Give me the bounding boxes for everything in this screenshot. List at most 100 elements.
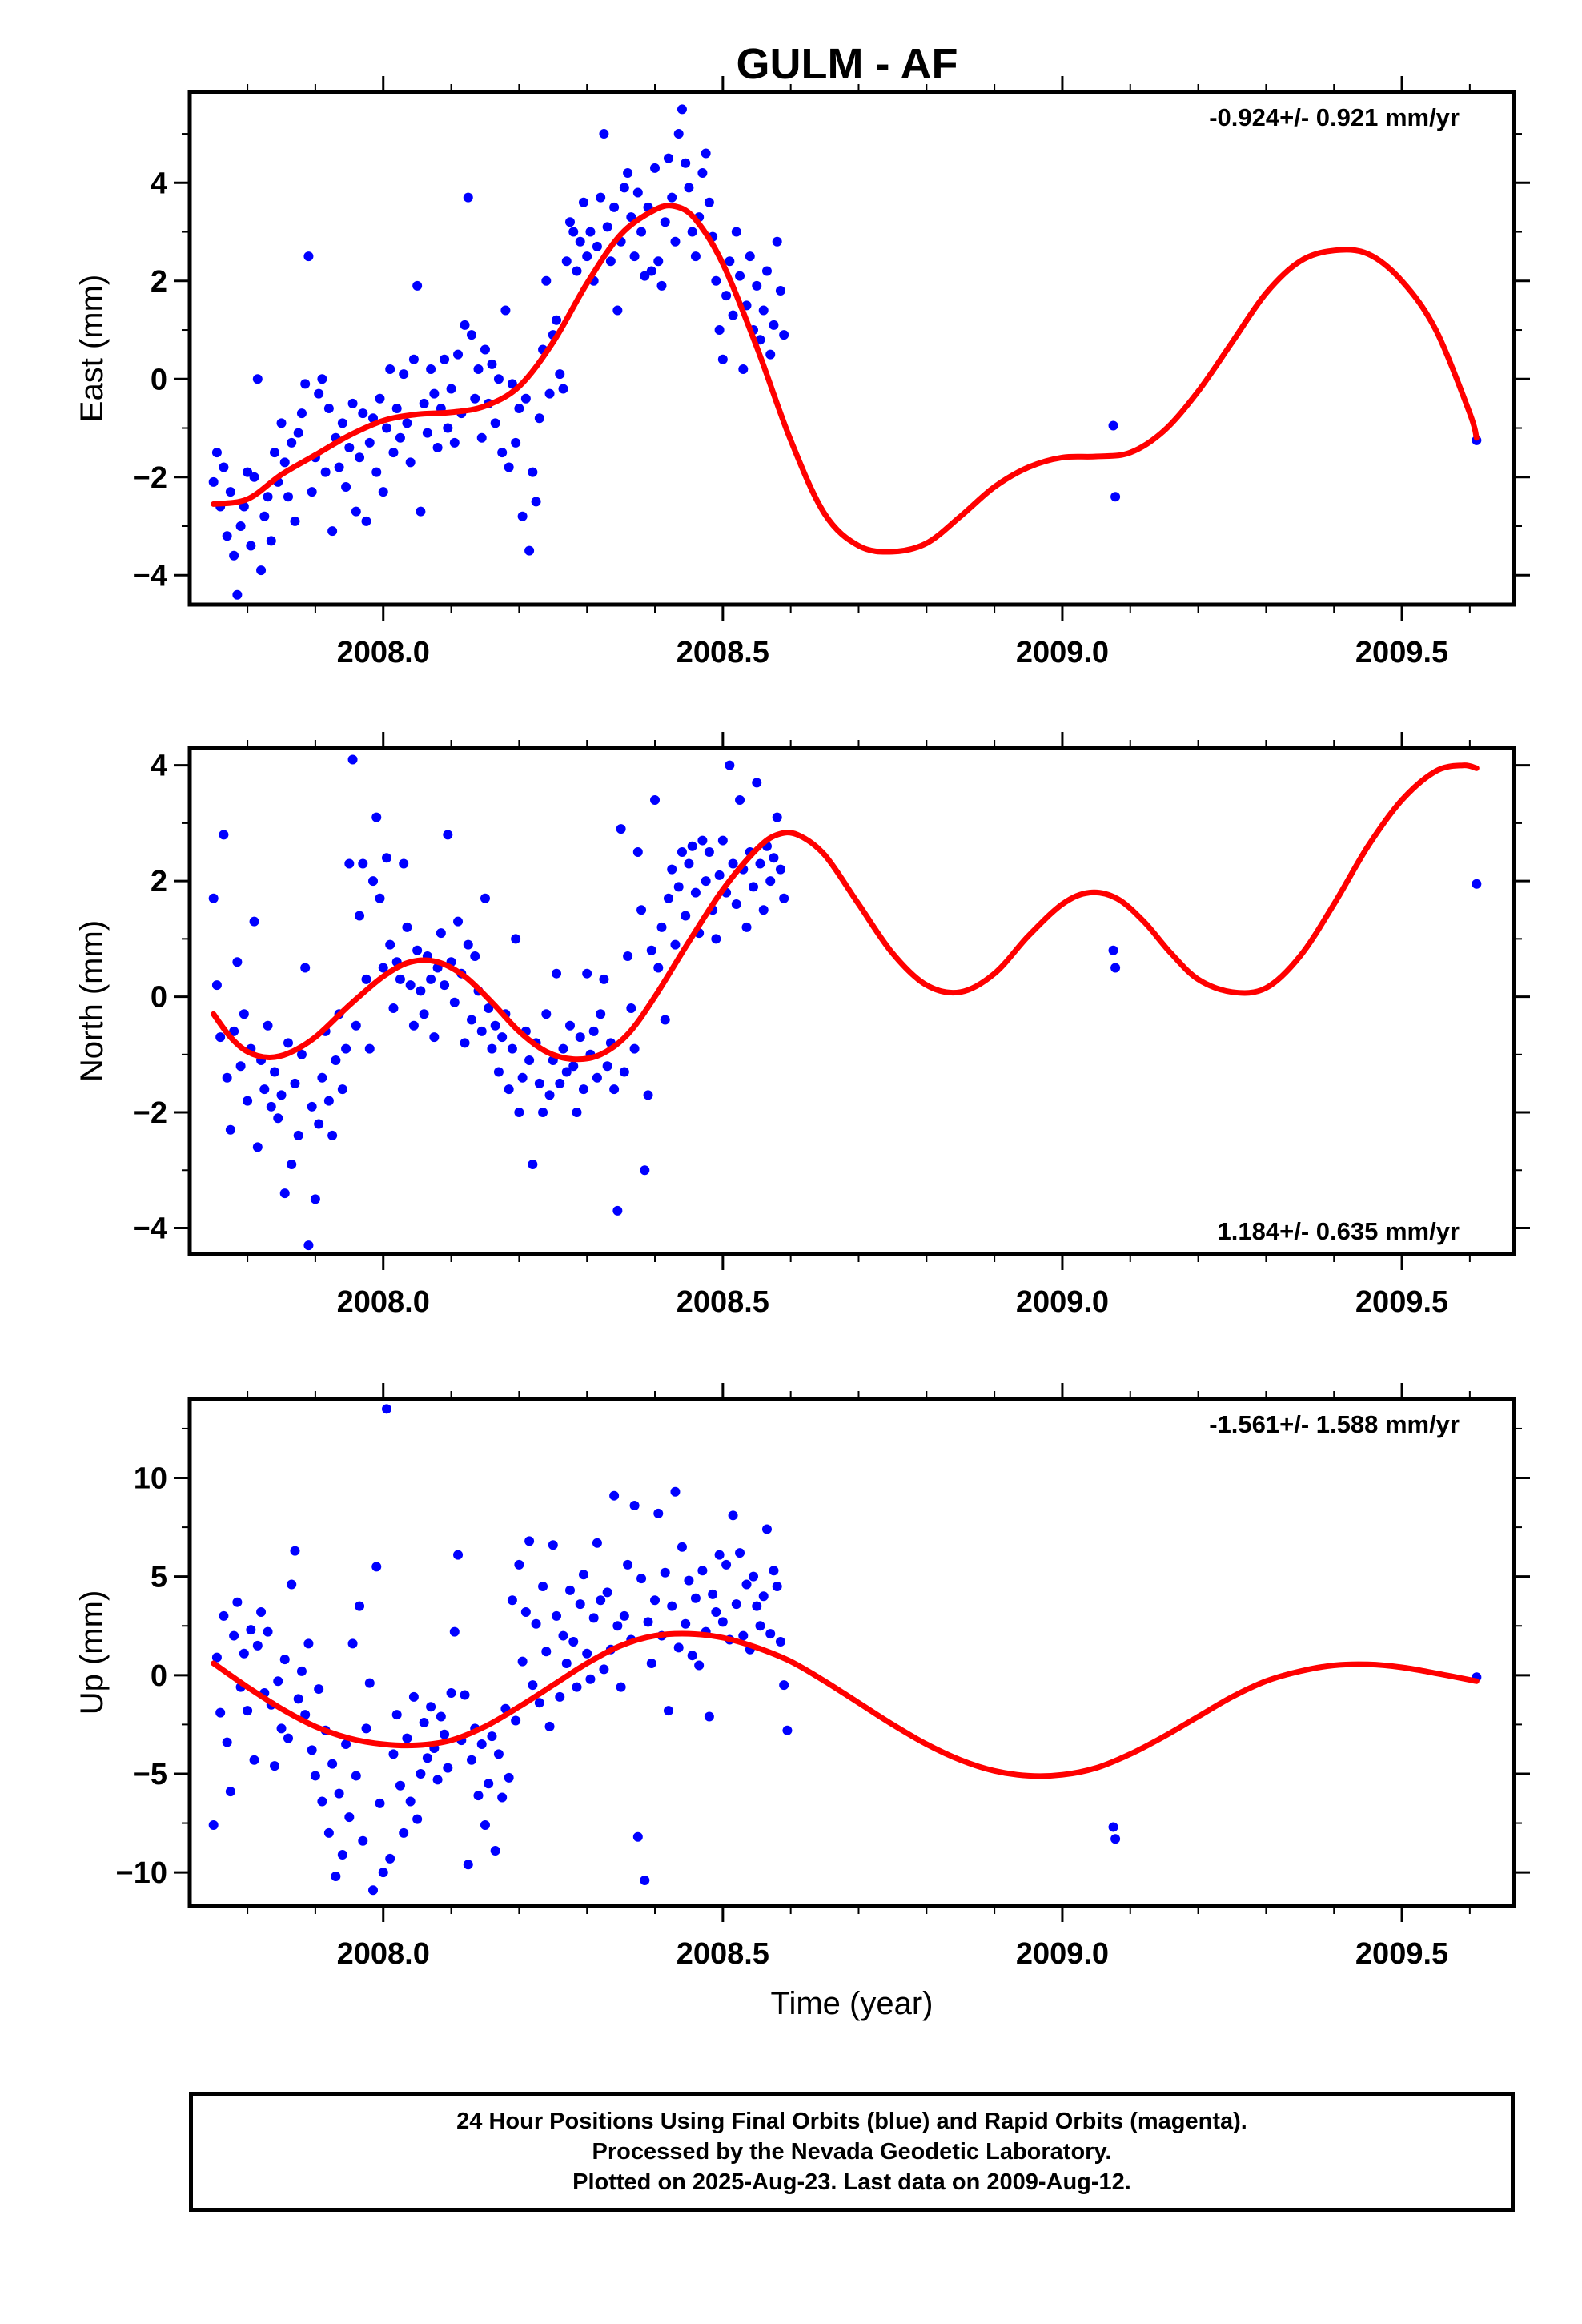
data-point [572, 266, 582, 276]
data-point [714, 1550, 725, 1560]
data-point [528, 467, 538, 477]
data-point [626, 1003, 636, 1014]
data-point [273, 1113, 283, 1124]
data-point [317, 1072, 327, 1083]
data-point [385, 939, 396, 950]
data-point [735, 1548, 745, 1558]
data-point [470, 393, 480, 404]
data-point [446, 1687, 456, 1698]
data-point [623, 1559, 633, 1570]
data-point [643, 1617, 653, 1627]
data-point [287, 1579, 297, 1590]
data-point [239, 1648, 249, 1659]
data-point [514, 1559, 524, 1570]
data-point [596, 1595, 606, 1606]
data-point [697, 168, 708, 179]
data-point [612, 1205, 623, 1216]
data-point [408, 1691, 419, 1702]
plot-area [208, 104, 1482, 600]
data-point [283, 1038, 293, 1048]
data-point [243, 1096, 253, 1106]
data-point [758, 1591, 769, 1602]
data-point [1110, 1834, 1121, 1844]
data-point [232, 589, 243, 600]
x-tick-label: 2009.5 [1355, 1937, 1448, 1971]
data-point [517, 1072, 528, 1083]
data-point [511, 1715, 521, 1726]
data-point [266, 536, 276, 546]
data-point [572, 1682, 582, 1692]
data-point [314, 1119, 324, 1129]
data-point [412, 280, 423, 291]
data-point [660, 1567, 670, 1578]
data-point [317, 374, 327, 384]
data-point [279, 1188, 290, 1199]
data-point [538, 1108, 548, 1118]
data-point [334, 1788, 344, 1799]
data-point [290, 1078, 300, 1088]
data-point [344, 1812, 355, 1823]
data-point [629, 1501, 640, 1511]
data-point [235, 1061, 246, 1072]
data-point [673, 1642, 684, 1653]
data-point [704, 1711, 714, 1722]
data-point [660, 217, 670, 227]
data-point [290, 1546, 300, 1556]
data-point [246, 1625, 256, 1635]
data-point [436, 1711, 446, 1722]
data-point [704, 847, 714, 858]
data-point [524, 1536, 535, 1546]
data-point [375, 393, 385, 404]
data-point [293, 428, 303, 438]
data-point [276, 1090, 287, 1100]
footer-line-2: Processed by the Nevada Geodetic Laborat… [592, 2139, 1112, 2165]
data-point [690, 887, 701, 898]
y-tick-label: 4 [151, 167, 167, 200]
x-tick-label: 2008.5 [677, 1285, 769, 1319]
data-point [422, 428, 432, 438]
data-point [243, 1706, 253, 1716]
data-point [555, 369, 565, 380]
data-point [687, 227, 697, 237]
data-point [337, 1849, 347, 1860]
data-point [561, 1659, 572, 1669]
data-point [323, 404, 334, 414]
data-point [279, 457, 290, 468]
data-point [388, 1003, 399, 1014]
data-point [263, 1020, 273, 1031]
data-point [605, 256, 616, 267]
data-point [552, 1610, 562, 1621]
data-point [419, 1717, 429, 1727]
y-axis-label: North (mm) [74, 920, 110, 1082]
data-point [684, 183, 694, 193]
data-point [677, 104, 687, 115]
data-point [636, 1574, 647, 1584]
data-point [775, 286, 785, 296]
data-point [548, 1540, 558, 1550]
data-point [660, 1015, 670, 1025]
data-point [395, 432, 405, 443]
data-point [276, 1723, 287, 1734]
rate-label: -1.561+/- 1.588 mm/yr [1209, 1410, 1460, 1438]
data-point [296, 1049, 307, 1059]
data-point [310, 1194, 320, 1204]
data-point [779, 893, 789, 903]
data-point [263, 1626, 273, 1637]
data-point [300, 1710, 311, 1720]
data-point [694, 1660, 705, 1671]
data-point [656, 922, 667, 932]
data-point [575, 236, 585, 247]
data-point [399, 369, 409, 380]
data-point [632, 1831, 643, 1842]
data-point [402, 922, 412, 932]
data-point [632, 847, 643, 858]
data-point [708, 1589, 718, 1599]
data-point [334, 462, 344, 472]
data-point [395, 974, 405, 984]
data-point [531, 497, 541, 507]
data-point [303, 1240, 314, 1251]
data-point [252, 1640, 263, 1651]
data-point [517, 511, 528, 521]
data-point [599, 974, 609, 984]
data-point [487, 359, 497, 369]
